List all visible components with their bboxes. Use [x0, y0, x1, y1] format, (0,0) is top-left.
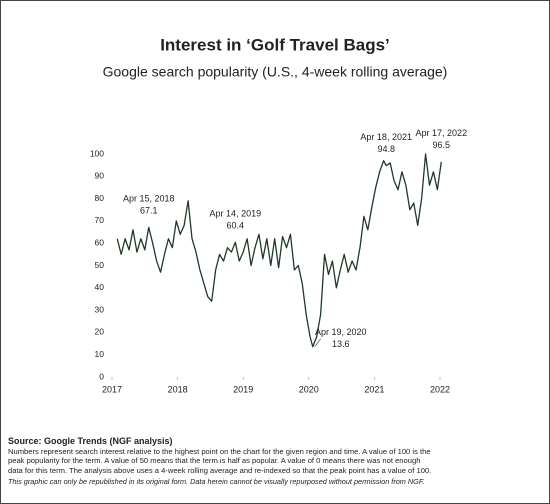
- y-tick-label: 40: [95, 282, 105, 292]
- annotation-value: 60.4: [227, 221, 245, 231]
- y-tick-label: 90: [95, 171, 105, 181]
- y-tick-label: 100: [90, 148, 104, 158]
- note-line: Numbers represent search interest relati…: [8, 447, 431, 456]
- x-tick-label: 2020: [299, 384, 319, 394]
- annotation-leader: [314, 338, 321, 347]
- y-tick-label: 60: [95, 237, 105, 247]
- y-tick-label: 20: [95, 327, 105, 337]
- note-line: peak popularity for the term. A value of…: [8, 456, 421, 466]
- y-tick-label: 70: [95, 215, 105, 225]
- note-line: data for this term. The analysis above u…: [8, 465, 432, 475]
- y-tick-label: 10: [95, 349, 105, 359]
- x-tick-label: 2017: [102, 384, 122, 394]
- annotation-value: 96.5: [433, 140, 451, 150]
- y-tick-label: 0: [99, 371, 104, 381]
- x-tick-label: 2019: [233, 384, 253, 394]
- annotation-value: 94.8: [377, 144, 395, 154]
- annotation-value: 67.1: [140, 206, 158, 216]
- x-tick-label: 2022: [430, 384, 450, 394]
- annotation-label: Apr 18, 2021: [360, 132, 412, 142]
- x-tick-label: 2018: [168, 384, 188, 394]
- x-tick-label: 2021: [364, 384, 384, 394]
- annotation-label: Apr 19, 2020: [315, 327, 367, 337]
- footer: Source: Google Trends (NGF analysis) Num…: [8, 436, 544, 486]
- line-series: [116, 153, 442, 348]
- y-tick-label: 30: [95, 304, 105, 314]
- rights: This graphic can only be republished in …: [8, 477, 425, 487]
- annotation-label: Apr 14, 2019: [210, 209, 262, 219]
- chart-subtitle: Google search popularity (U.S., 4-week r…: [103, 64, 448, 80]
- annotation-label: Apr 15, 2018: [123, 194, 175, 204]
- y-tick-label: 80: [95, 193, 105, 203]
- chart-title: Interest in ‘Golf Travel Bags’: [160, 35, 390, 54]
- annotation-value: 13.6: [332, 339, 350, 349]
- annotation-label: Apr 17, 2022: [416, 128, 468, 138]
- y-tick-label: 50: [95, 260, 105, 270]
- source: Source: Google Trends (NGF analysis): [8, 436, 173, 446]
- notes: Numbers represent search interest relati…: [8, 447, 544, 475]
